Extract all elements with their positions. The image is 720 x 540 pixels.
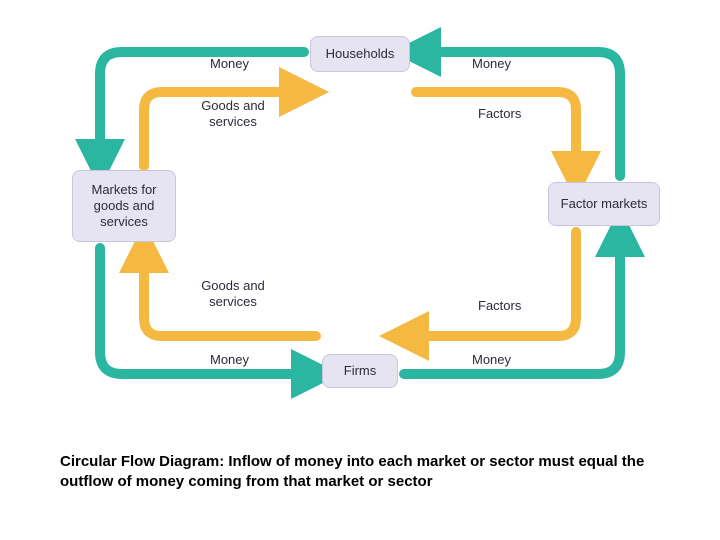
label-money-br: Money bbox=[472, 352, 511, 368]
node-households: Households bbox=[310, 36, 410, 72]
node-firms: Firms bbox=[322, 354, 398, 388]
node-factor-market: Factor markets bbox=[548, 182, 660, 226]
label-goods-tl: Goods and services bbox=[198, 98, 268, 131]
diagram-caption: Circular Flow Diagram: Inflow of money i… bbox=[60, 452, 660, 493]
outer-arc-bl bbox=[100, 248, 316, 374]
label-money-tl: Money bbox=[210, 56, 249, 72]
inner-arc-br bbox=[404, 232, 576, 336]
label-money-tr: Money bbox=[472, 56, 511, 72]
node-factor-market-label: Factor markets bbox=[561, 196, 648, 212]
label-money-bl: Money bbox=[210, 352, 249, 368]
node-goods-market: Markets for goods and services bbox=[72, 170, 176, 242]
node-goods-market-label: Markets for goods and services bbox=[83, 182, 165, 231]
label-factors-br: Factors bbox=[478, 298, 521, 314]
inner-arc-tr bbox=[416, 92, 576, 176]
label-factors-tr: Factors bbox=[478, 106, 521, 122]
label-goods-bl: Goods and services bbox=[198, 278, 268, 311]
circular-flow-diagram: Households Firms Markets for goods and s… bbox=[0, 0, 720, 540]
node-firms-label: Firms bbox=[344, 363, 377, 379]
node-households-label: Households bbox=[326, 46, 395, 62]
